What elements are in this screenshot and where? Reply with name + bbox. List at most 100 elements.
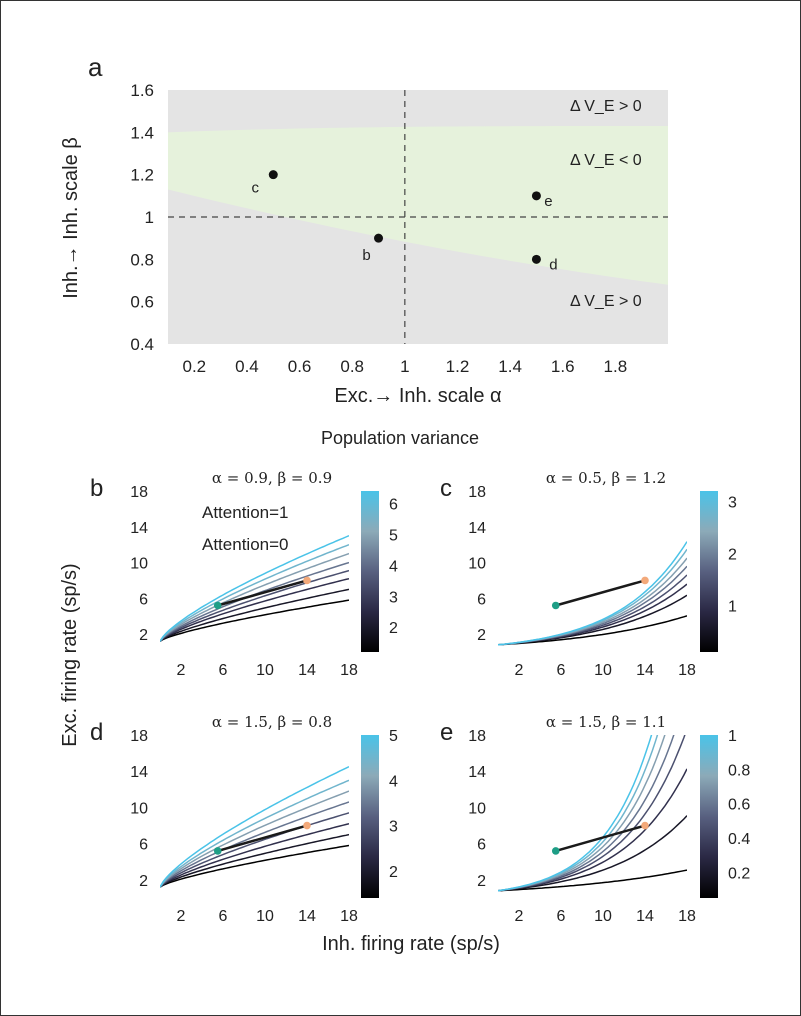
x-tick-label: 6 (219, 662, 228, 679)
region-label-middle: Δ V_E < 0 (570, 152, 642, 169)
variance-contour-line (160, 552, 349, 642)
variance-contour-line (160, 577, 349, 642)
colorbar-tick-label: 6 (389, 496, 398, 513)
y-tick-label: 6 (139, 837, 148, 854)
y-tick-label: 0.8 (130, 250, 154, 269)
attention-0-point (213, 601, 222, 610)
attention-1-point (641, 821, 649, 830)
x-tick-label: 14 (636, 908, 654, 925)
curves-c (498, 541, 687, 646)
colorbar-d (361, 735, 379, 898)
y-tick-label: 1.6 (130, 81, 154, 100)
region-negative-band (168, 125, 668, 285)
y-tick-label: 18 (130, 728, 148, 745)
colorbar-tick-label: 5 (389, 728, 398, 745)
subpanel-c: c α = 0.5, β = 1.2 2 6 10 14 18 2 6 10 14 18 1 2 3 (440, 469, 737, 679)
attention-0-point (551, 847, 560, 855)
subpanel-d: d α = 1.5, β = 0.8 2 6 10 14 18 2 6 10 14 18 2 3 4 5 (90, 713, 398, 925)
panel-title-e: α = 1.5, β = 1.1 (546, 713, 666, 731)
x-tick-label: 0.2 (182, 357, 206, 376)
variance-contour-line (498, 735, 666, 892)
variance-contour-line (160, 833, 349, 888)
x-tick-label: 6 (557, 908, 566, 925)
subpanel-e: e α = 1.5, β = 1.1 2 6 10 14 18 2 6 10 14 18 0.2 0.4 0… (440, 713, 750, 925)
panel-letter-c: c (440, 475, 452, 502)
attention-0-point (551, 601, 560, 610)
variance-contour-line (498, 735, 653, 892)
colorbar-tick-label: 4 (389, 558, 398, 575)
y-tick-label: 10 (468, 800, 486, 817)
panel-title-b: α = 0.9, β = 0.9 (212, 469, 332, 487)
variance-contour-line (498, 815, 687, 892)
x-tick-label: 2 (515, 908, 524, 925)
y-tick-label: 10 (130, 556, 148, 573)
variance-contour-line (498, 541, 687, 646)
x-tick-label: 2 (177, 662, 186, 679)
y-tick-label: 14 (130, 520, 148, 537)
colorbar-tick-label: 0.8 (728, 762, 750, 779)
variance-contour-line (160, 569, 349, 642)
colorbar-tick-label: 4 (389, 773, 398, 790)
y-tick-label: 2 (477, 873, 486, 890)
point-b (374, 233, 384, 243)
x-tick-label: 18 (340, 662, 358, 679)
y-tick-label: 18 (468, 484, 486, 501)
variance-contour-line (160, 844, 349, 888)
variance-contour-line (160, 544, 349, 642)
point-label-b: b (362, 247, 370, 264)
x-tick-label: 1.6 (551, 357, 575, 376)
attention-segment (217, 824, 308, 853)
variance-contour-line (160, 822, 349, 888)
x-tick-label: 10 (594, 662, 612, 679)
region-label-bottom: Δ V_E > 0 (570, 293, 642, 310)
colorbar-tick-label: 3 (389, 819, 398, 836)
y-tick-label: 6 (477, 837, 486, 854)
colorbar-b (361, 491, 379, 652)
attention-segment (217, 579, 308, 607)
x-tick-label: 14 (298, 662, 316, 679)
variance-contour-line (160, 588, 349, 642)
y-tick-label: 14 (468, 520, 486, 537)
x-tick-label: 14 (636, 662, 654, 679)
y-tick-label: 6 (139, 591, 148, 608)
colorbar-tick-label: 2 (389, 620, 398, 637)
shared-y-axis-label: Exc. firing rate (sp/s) (59, 563, 81, 746)
x-tick-label: 2 (515, 662, 524, 679)
y-tick-label: 6 (477, 591, 486, 608)
variance-contour-line (160, 812, 349, 888)
colorbar-tick-label: 3 (728, 494, 737, 511)
y-axis-label-beta: Inh.→ Inh. scale β (60, 137, 82, 299)
y-tick-label: 14 (130, 764, 148, 781)
variance-contour-line (160, 779, 349, 888)
x-tick-label: 0.4 (235, 357, 259, 376)
y-tick-label: 0.4 (130, 335, 154, 354)
variance-contour-line (160, 790, 349, 888)
region-label-top: Δ V_E > 0 (570, 98, 642, 115)
x-tick-label: 1.2 (446, 357, 470, 376)
colorbar-tick-label: 1 (728, 728, 737, 745)
colorbar-tick-label: 0.6 (728, 797, 750, 814)
y-tick-label: 0.6 (130, 293, 154, 312)
x-tick-label: 1 (400, 357, 409, 376)
shared-x-axis-label: Inh. firing rate (sp/s) (322, 933, 500, 955)
colorbar-tick-label: 3 (389, 589, 398, 606)
y-tick-label: 10 (468, 556, 486, 573)
x-tick-label: 0.6 (288, 357, 312, 376)
x-tick-label: 18 (678, 908, 696, 925)
panel-letter-a: a (88, 52, 103, 82)
x-tick-label: 18 (678, 662, 696, 679)
x-tick-label: 6 (557, 662, 566, 679)
attention-1-point (303, 821, 311, 830)
variance-contour-line (160, 801, 349, 888)
panel-letter-b: b (90, 475, 103, 502)
legend-attention-1: Attention=1 (202, 503, 289, 522)
x-tick-label: 10 (256, 908, 274, 925)
colorbar-tick-label: 2 (728, 546, 737, 563)
point-c (268, 170, 278, 180)
panel-title-d: α = 1.5, β = 0.8 (212, 713, 332, 731)
curves-d (160, 766, 349, 888)
attention-0-point (213, 847, 222, 855)
colorbar-tick-label: 0.2 (728, 865, 750, 882)
attention-1-point (303, 576, 311, 585)
